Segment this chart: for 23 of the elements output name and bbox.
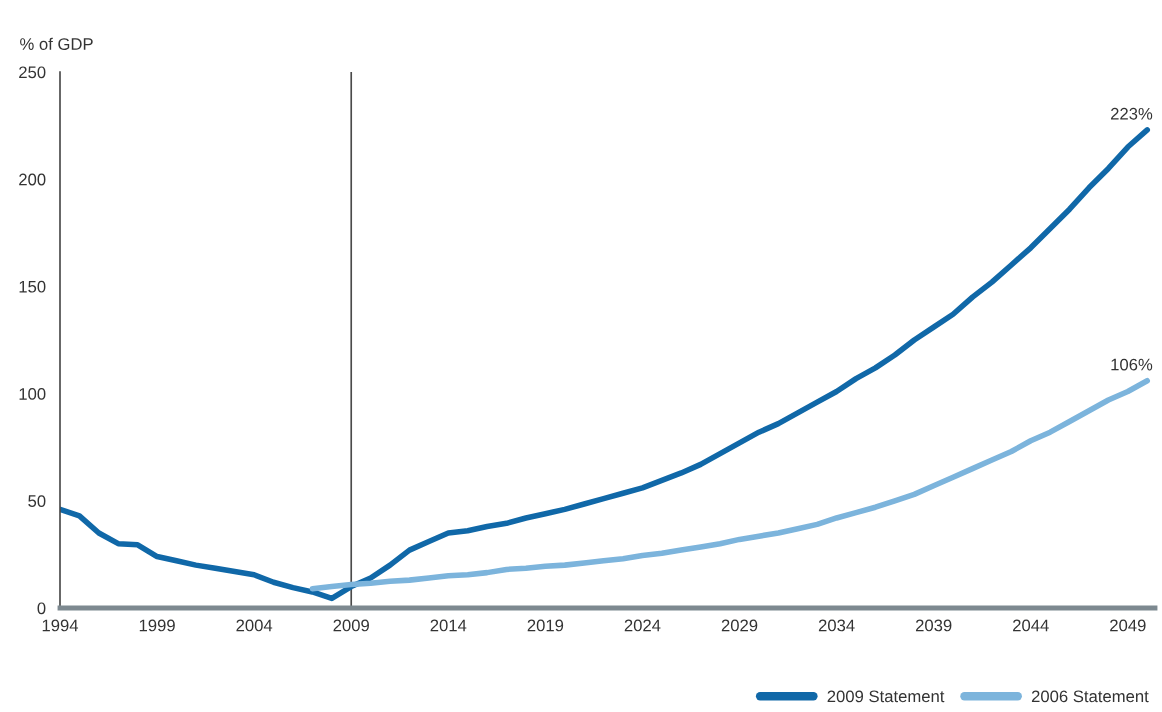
annotation: 106% (1111, 358, 1153, 371)
y-tick-label: 150 (19, 280, 46, 293)
x-tick-label: 1994 (42, 619, 79, 632)
legend-label: 2006 Statement (1031, 690, 1149, 703)
legend-label: 2009 Statement (827, 690, 945, 703)
x-tick-label: 2029 (721, 619, 758, 632)
x-tick-label: 2044 (1013, 619, 1049, 632)
x-tick-label: 1999 (139, 619, 175, 632)
x-tick-label: 2049 (1110, 619, 1146, 632)
y-tick-label: 50 (28, 495, 46, 507)
y-tick-label: 250 (19, 66, 46, 79)
annotation: 223% (1111, 107, 1153, 120)
x-tick-label: 2024 (624, 619, 661, 632)
x-tick-label: 2019 (527, 619, 564, 632)
y-tick-label: 0 (37, 602, 46, 615)
x-tick-label: 2039 (915, 619, 952, 632)
x-tick-label: 2004 (236, 619, 273, 632)
y-axis-title: % of GDP (20, 37, 93, 50)
y-tick-label: 200 (19, 173, 46, 186)
y-tick-label: 100 (19, 388, 46, 400)
x-tick-label: 2014 (430, 619, 467, 632)
x-tick-label: 2009 (333, 619, 369, 632)
x-tick-label: 2034 (818, 619, 855, 632)
